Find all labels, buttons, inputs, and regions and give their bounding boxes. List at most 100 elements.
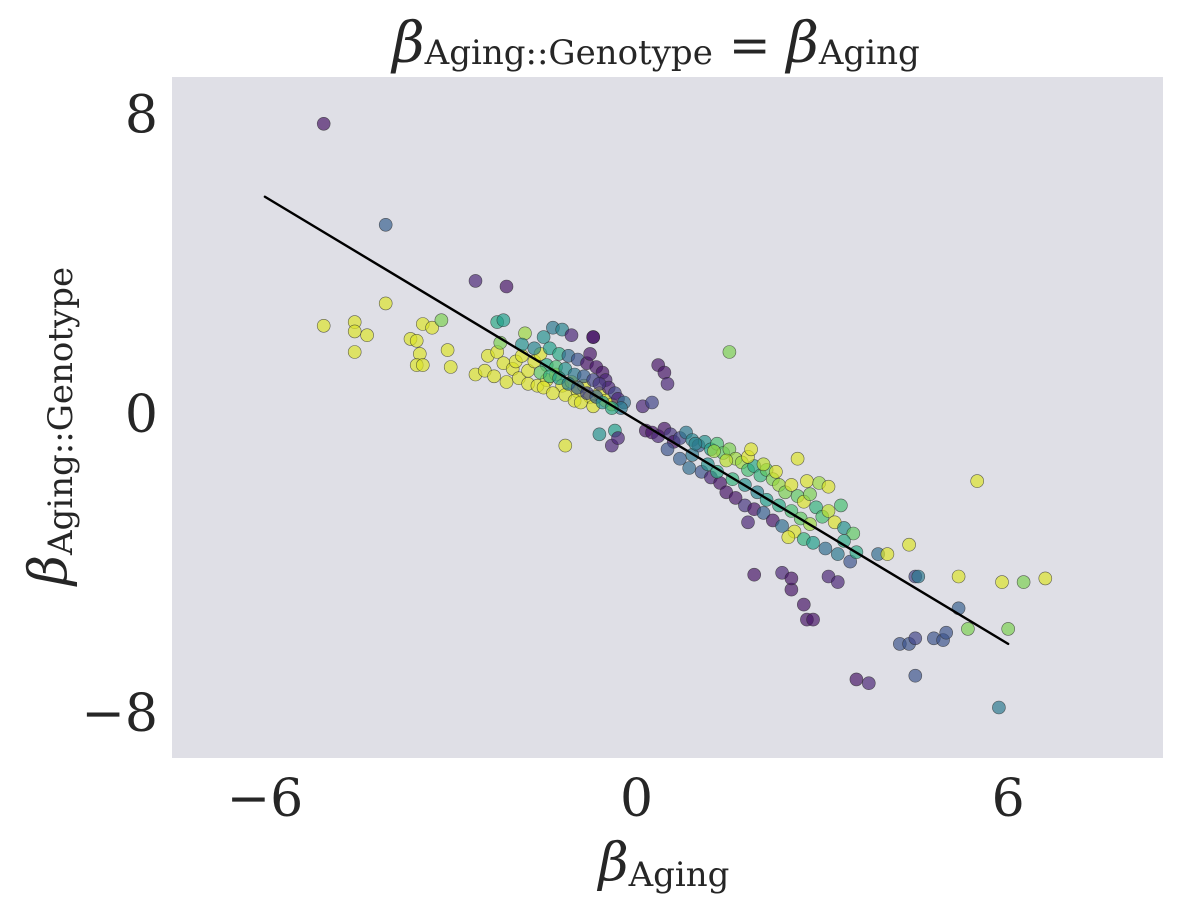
data-point	[911, 569, 926, 584]
data-point	[425, 320, 439, 335]
data-point	[741, 515, 755, 530]
data-point	[316, 318, 331, 333]
y-tick-label: 0	[125, 385, 158, 445]
data-point	[861, 676, 876, 691]
data-point	[527, 341, 542, 356]
data-point	[360, 328, 374, 343]
x-tick-label: 6	[992, 769, 1025, 829]
data-point	[660, 376, 675, 391]
data-point	[951, 569, 966, 584]
data-point	[518, 326, 532, 341]
data-point	[546, 386, 560, 401]
data-point	[564, 328, 579, 343]
scatter-points	[316, 117, 1053, 715]
data-point	[347, 324, 362, 339]
x-tick-label: −6	[227, 769, 304, 829]
data-point	[378, 218, 393, 232]
data-point	[592, 376, 607, 391]
data-point	[673, 451, 687, 466]
y-tick-label: 8	[125, 85, 158, 145]
data-point	[1038, 571, 1053, 586]
x-label-subscript: Aging	[628, 855, 730, 895]
y-tick-label: −8	[81, 684, 158, 744]
data-point	[846, 526, 861, 541]
data-point	[728, 491, 743, 505]
data-point	[440, 343, 455, 357]
data-point	[499, 375, 514, 389]
data-point	[830, 575, 845, 589]
data-point	[707, 444, 721, 459]
x-axis-label: βAging	[597, 833, 730, 895]
data-point	[412, 347, 427, 361]
data-point	[744, 442, 758, 457]
data-point	[843, 554, 858, 569]
data-point	[796, 597, 811, 612]
data-point	[1016, 575, 1031, 589]
x-tick-labels: −6 0 6	[227, 769, 1025, 829]
data-point	[722, 345, 737, 359]
data-point	[499, 279, 514, 294]
data-point	[961, 622, 975, 636]
data-point	[443, 360, 458, 374]
data-point	[592, 427, 607, 442]
data-point	[682, 461, 697, 475]
data-point	[660, 442, 675, 457]
data-point	[645, 395, 659, 410]
data-point	[769, 464, 783, 479]
data-point	[880, 547, 895, 561]
data-point	[830, 547, 845, 561]
title-lhs-subscript: Aging::Genotype	[424, 33, 713, 73]
data-point	[800, 474, 814, 488]
data-point	[756, 506, 771, 520]
data-point	[688, 436, 703, 451]
data-point	[611, 431, 625, 445]
data-point	[784, 478, 799, 492]
data-point	[908, 631, 923, 646]
data-point	[970, 474, 985, 488]
data-point	[558, 438, 573, 453]
data-point	[781, 530, 796, 545]
plot-area-background	[172, 77, 1163, 758]
data-point	[809, 500, 823, 515]
y-label-subscript: Aging::Genotype	[41, 267, 81, 556]
data-point	[496, 313, 511, 328]
data-point	[657, 365, 672, 380]
data-point	[790, 451, 805, 466]
data-point	[806, 535, 820, 550]
data-point	[939, 625, 954, 640]
chart-title: βAging::Genotype = βAging	[390, 11, 919, 76]
data-point	[756, 457, 771, 472]
data-point	[834, 498, 848, 513]
data-point	[784, 571, 799, 586]
y-label-symbol: β	[19, 555, 79, 587]
data-point	[347, 345, 362, 359]
data-point	[908, 668, 923, 683]
data-point	[487, 369, 501, 384]
data-point	[409, 333, 424, 348]
data-point	[415, 358, 430, 372]
x-label-symbol: β	[597, 833, 629, 893]
data-point	[821, 479, 836, 494]
data-point	[434, 313, 449, 328]
data-point	[818, 541, 833, 556]
data-point	[806, 612, 820, 627]
fit-line	[263, 195, 1010, 646]
data-point	[378, 296, 393, 311]
data-point	[536, 330, 551, 344]
y-axis-label: βAging::Genotype	[19, 267, 81, 587]
data-point	[586, 330, 601, 344]
x-tick-label: 0	[620, 769, 653, 829]
title-rhs-symbol: β	[785, 11, 819, 76]
y-tick-labels: −8 0 8	[81, 85, 158, 744]
data-point	[992, 700, 1006, 715]
data-point	[803, 487, 817, 502]
data-point	[468, 274, 483, 288]
data-point	[1001, 622, 1016, 636]
data-point	[902, 537, 916, 552]
title-equals: =	[713, 16, 787, 74]
data-point	[583, 347, 597, 361]
data-point	[719, 453, 734, 468]
title-lhs-symbol: β	[390, 11, 424, 76]
data-point	[849, 672, 864, 687]
